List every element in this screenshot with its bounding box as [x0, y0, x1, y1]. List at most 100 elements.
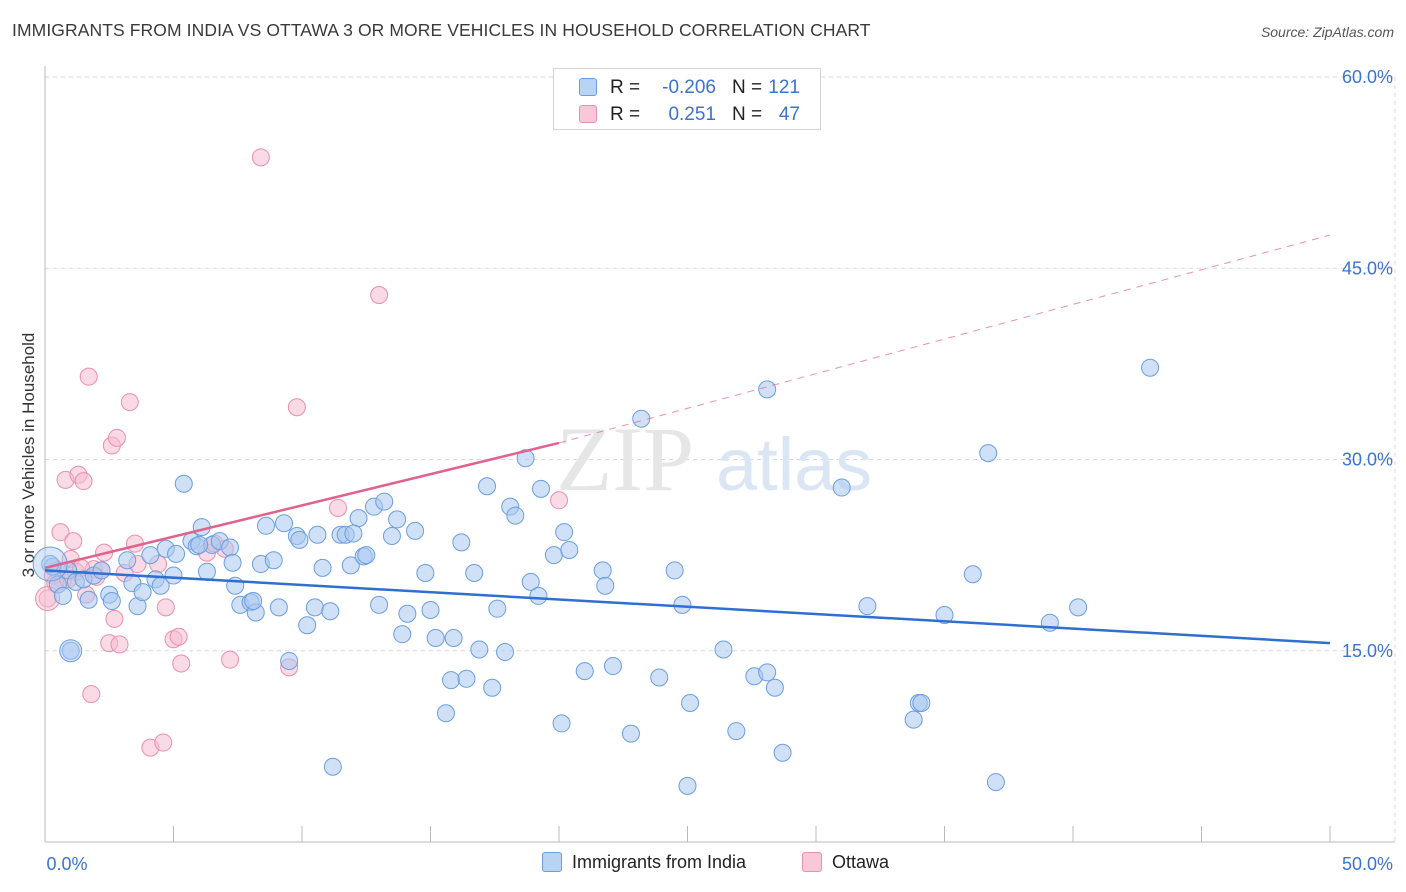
data-point-india	[979, 444, 998, 463]
data-point-india	[1141, 358, 1160, 377]
data-point-india	[650, 668, 669, 687]
data-point-india	[665, 561, 684, 580]
data-point-ottawa	[172, 654, 191, 673]
data-point-ottawa	[79, 367, 98, 386]
data-point-india	[257, 516, 276, 535]
data-point-india	[442, 671, 461, 690]
data-point-india	[388, 510, 407, 529]
data-point-india	[506, 506, 525, 525]
data-point-india	[444, 629, 463, 647]
data-point-india	[465, 563, 484, 582]
data-point-india	[560, 541, 579, 560]
legend-row-ottawa: R = 0.251 N = 47	[554, 102, 820, 128]
data-point-india	[714, 640, 733, 659]
data-point-india	[478, 477, 497, 496]
data-point-ottawa	[251, 148, 270, 167]
legend-r-label: R =	[610, 77, 641, 98]
data-point-india	[174, 474, 193, 493]
data-point-india	[398, 604, 417, 623]
data-point-india	[452, 533, 471, 552]
trend-line-ottawa	[44, 441, 560, 570]
bottom-legend-ottawa: Ottawa	[802, 852, 889, 873]
data-point-india	[133, 583, 152, 602]
data-point-india	[305, 598, 324, 617]
data-point-india-large	[59, 639, 83, 663]
data-point-india	[53, 586, 72, 605]
data-point-india	[552, 714, 571, 733]
data-point-india	[416, 563, 435, 582]
data-point-india	[773, 743, 792, 762]
data-point-india	[470, 640, 489, 659]
legend-r-value: 0.251	[668, 104, 716, 125]
data-point-india	[596, 576, 615, 595]
data-point-india	[290, 530, 309, 549]
data-point-india	[621, 724, 640, 743]
data-point-india	[496, 643, 515, 662]
data-point-india	[544, 546, 563, 565]
data-point-ottawa	[110, 635, 129, 654]
data-point-india	[280, 651, 299, 670]
bottom-legend-label-ottawa: Ottawa	[832, 852, 890, 872]
data-point-india	[370, 595, 389, 614]
data-point-india	[681, 694, 700, 713]
data-point-india	[321, 602, 340, 621]
stats-legend: R = -0.206 N = 121 R = 0.251 N = 47	[553, 68, 821, 130]
legend-r-value: -0.206	[662, 77, 716, 98]
y-tick-label: 30.0%	[1342, 450, 1393, 470]
data-point-india	[167, 544, 186, 563]
data-point-india	[678, 776, 697, 795]
data-point-india	[858, 597, 877, 616]
data-point-india	[313, 558, 332, 577]
data-point-india	[488, 599, 507, 618]
data-point-ottawa	[169, 627, 188, 646]
data-point-india	[426, 629, 445, 647]
data-point-ottawa	[74, 472, 93, 491]
y-tick-label: 60.0%	[1342, 67, 1393, 87]
data-point-india	[190, 535, 209, 554]
data-point-india	[221, 538, 240, 557]
source-label: Source: ZipAtlas.com	[1260, 24, 1394, 40]
data-point-india	[521, 572, 540, 591]
data-point-ottawa	[370, 286, 389, 305]
legend-n-value: 121	[768, 77, 800, 98]
chart-title: IMMIGRANTS FROM INDIA VS OTTAWA 3 OR MOR…	[12, 20, 871, 40]
data-point-india	[832, 478, 851, 497]
data-point-india	[765, 678, 784, 697]
legend-n-label: N =	[732, 77, 763, 98]
data-point-india	[421, 600, 440, 619]
y-tick-label: 45.0%	[1342, 258, 1393, 278]
axes	[44, 66, 1395, 843]
india-points	[32, 358, 1160, 795]
watermark: ZIP atlas	[556, 408, 872, 510]
data-point-ottawa	[287, 398, 306, 417]
data-point-india	[673, 595, 692, 614]
data-point-india	[963, 565, 982, 584]
legend-n-label: N =	[732, 104, 763, 125]
data-point-india	[197, 562, 216, 581]
bottom-legend-india: Immigrants from India	[542, 852, 746, 873]
data-point-india	[275, 514, 294, 533]
data-point-india	[516, 449, 535, 468]
data-point-india	[532, 479, 551, 498]
data-point-ottawa	[221, 650, 240, 669]
data-point-india	[758, 380, 777, 399]
ottawa-points	[35, 148, 568, 757]
trend-line-ottawa-extended	[558, 234, 1331, 444]
data-point-india	[1069, 598, 1088, 617]
data-point-india	[264, 551, 283, 570]
data-point-india	[555, 523, 574, 542]
data-point-india	[344, 524, 363, 543]
data-point-india	[575, 662, 594, 681]
data-point-ottawa	[51, 523, 70, 542]
legend-swatch-india	[579, 78, 597, 96]
bottom-legend-swatch-india	[542, 852, 562, 872]
data-point-ottawa	[550, 491, 568, 510]
data-point-india	[269, 598, 288, 617]
data-point-ottawa	[64, 532, 83, 551]
data-point-india	[912, 694, 931, 713]
watermark-zip: ZIP	[556, 408, 694, 510]
data-point-india	[529, 586, 548, 605]
data-point-india	[593, 561, 612, 580]
bottom-legend-swatch-ottawa	[802, 852, 822, 872]
